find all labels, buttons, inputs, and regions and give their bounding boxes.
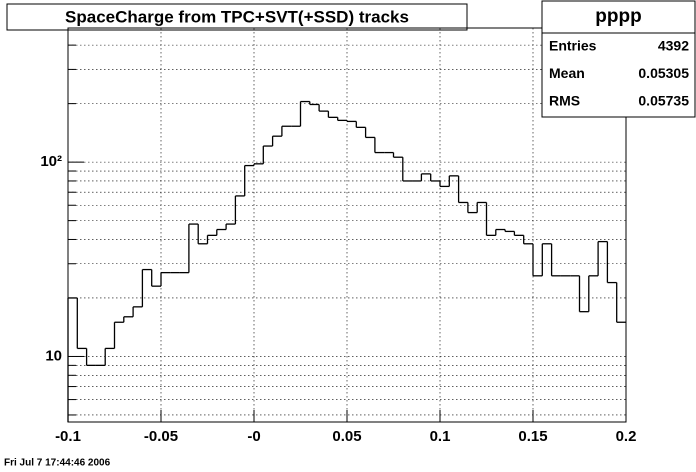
stats-box	[541, 0, 696, 118]
x-tick-label: 0.1	[430, 428, 451, 445]
stats-value: 0.05735	[638, 93, 689, 109]
stats-value: 0.05305	[638, 65, 689, 81]
footer: Fri Jul 7 17:44:46 2006	[4, 458, 111, 469]
stats-value: 4392	[658, 38, 689, 54]
x-tick-label: 0.15	[518, 428, 547, 445]
x-tick-label: 0.05	[332, 428, 361, 445]
x-tick-label: -0.1	[55, 428, 81, 445]
stats-label: Mean	[549, 65, 585, 81]
stats-label: RMS	[549, 93, 580, 109]
x-tick-label: -0.05	[144, 428, 178, 445]
y-tick-label: 10²	[40, 153, 62, 170]
stats-title: pppp	[595, 6, 641, 27]
title-box	[6, 3, 468, 31]
y-tick-label: 10	[45, 347, 62, 364]
x-tick-label: -0	[247, 428, 260, 445]
stats-label: Entries	[549, 38, 597, 54]
x-tick-label: 0.2	[616, 428, 637, 445]
chart-title: SpaceCharge from TPC+SVT(+SSD) tracks	[65, 7, 409, 26]
